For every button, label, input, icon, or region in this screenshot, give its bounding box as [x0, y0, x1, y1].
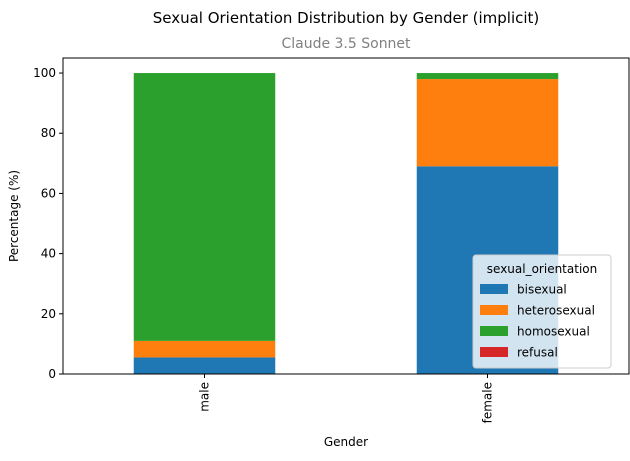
- chart-title: Sexual Orientation Distribution by Gende…: [153, 9, 540, 27]
- legend: sexual_orientation bisexual heterosexual ho…: [472, 254, 612, 369]
- y-axis-label: Percentage (%): [7, 170, 21, 262]
- legend-label-bisexual: bisexual: [517, 283, 567, 297]
- chart-subtitle: Claude 3.5 Sonnet: [281, 36, 411, 52]
- legend-label-refusal: refusal: [517, 346, 558, 360]
- y-tick-label: 20: [41, 307, 56, 321]
- x-tick-label-male: male: [198, 382, 212, 412]
- bar-male-bisexual: [133, 357, 276, 374]
- x-axis-label: Gender: [324, 435, 368, 449]
- legend-label-heterosexual: heterosexual: [517, 304, 595, 318]
- legend-box: [472, 254, 612, 369]
- legend-swatch-bisexual: [480, 284, 508, 294]
- bars-group: [133, 73, 559, 374]
- legend-swatch-heterosexual: [480, 305, 508, 315]
- y-tick-label: 40: [41, 247, 56, 261]
- legend-title: sexual_orientation: [487, 262, 597, 276]
- bar-female-homosexual: [416, 73, 559, 80]
- y-tick-label: 60: [41, 186, 56, 200]
- y-tick-label: 100: [33, 66, 56, 80]
- legend-label-homosexual: homosexual: [517, 325, 590, 339]
- x-tick-label-female: female: [481, 382, 495, 423]
- y-tick-label: 0: [48, 367, 56, 381]
- y-axis: 0 20 40 60 80 100: [33, 66, 63, 381]
- bar-male-heterosexual: [133, 340, 276, 358]
- plot-frame: [62, 57, 630, 375]
- x-axis: male female: [198, 374, 495, 423]
- legend-swatch-refusal: [480, 347, 508, 357]
- legend-swatch-homosexual: [480, 326, 508, 336]
- y-tick-label: 80: [41, 126, 56, 140]
- bar-male-homosexual: [133, 73, 276, 341]
- bar-female-heterosexual: [416, 79, 559, 167]
